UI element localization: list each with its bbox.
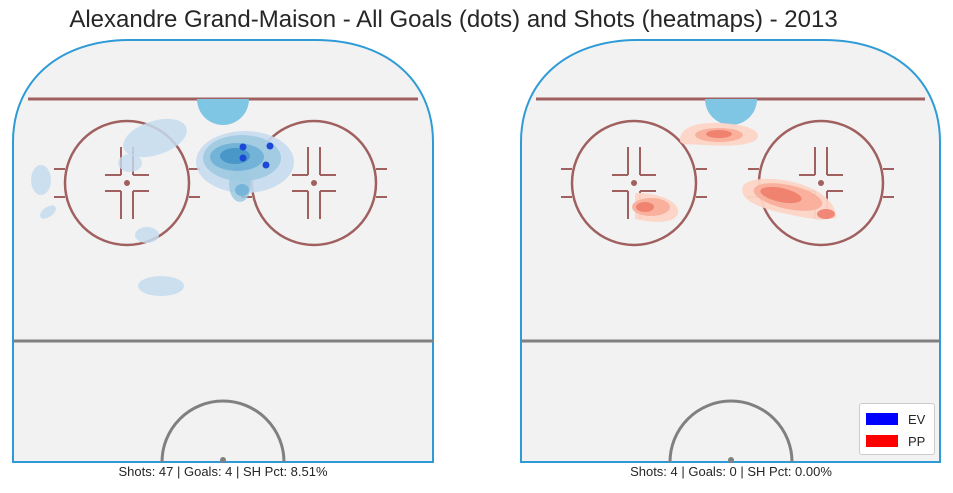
rink-pp-center-dot <box>728 457 734 463</box>
rink-pp-center-circle <box>668 399 794 463</box>
chart-title: Alexandre Grand-Maison - All Goals (dots… <box>69 6 838 33</box>
rink-ev <box>12 39 434 463</box>
legend-swatch-ev <box>866 413 898 425</box>
legend-entry-ev: EV <box>866 408 928 430</box>
rink-ev-ice <box>12 39 434 463</box>
legend-label-ev: EV <box>908 411 926 427</box>
legend-swatch-pp <box>866 435 898 447</box>
legend: EV PP <box>859 403 935 455</box>
rink-pp-crease <box>705 99 757 125</box>
rink-ev-center-circle <box>160 399 286 463</box>
legend-entry-pp: PP <box>866 430 928 452</box>
goal-dot <box>239 154 247 162</box>
rink-ev-center-dot <box>220 457 226 463</box>
rink-ev-faceoff-right <box>241 119 387 247</box>
rink-pp <box>520 39 941 463</box>
goal-dot <box>239 143 247 151</box>
rink-ev-crease <box>197 99 249 125</box>
caption-ev: Shots: 47 | Goals: 4 | SH Pct: 8.51% <box>118 464 328 479</box>
legend-label-pp: PP <box>908 433 926 449</box>
goal-dots-ev <box>239 142 274 169</box>
rink-pp-ice <box>520 39 941 463</box>
heatmap-pp <box>632 122 836 222</box>
caption-pp: Shots: 4 | Goals: 0 | SH Pct: 0.00% <box>630 464 832 479</box>
rink-pp-faceoff-left <box>561 119 707 247</box>
goal-dot <box>262 161 270 169</box>
goal-dot <box>266 142 274 150</box>
